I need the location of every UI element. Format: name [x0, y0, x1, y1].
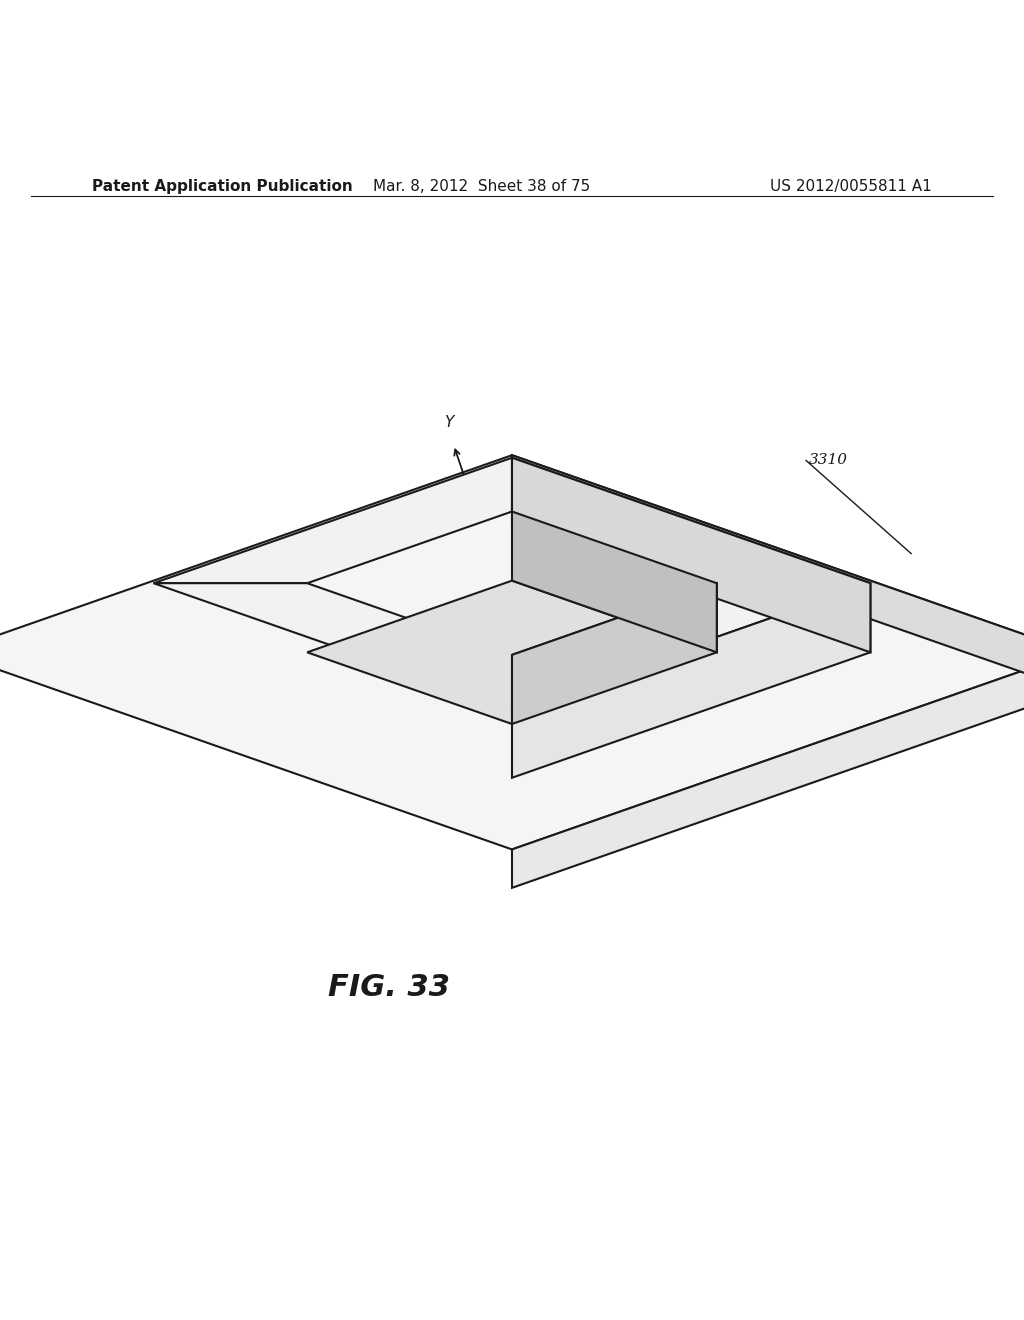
Polygon shape [307, 581, 717, 723]
Text: Mar. 8, 2012  Sheet 38 of 75: Mar. 8, 2012 Sheet 38 of 75 [373, 180, 590, 194]
Text: US 2012/0055811 A1: US 2012/0055811 A1 [770, 180, 932, 194]
Text: Patent Application Publication: Patent Application Publication [92, 180, 353, 194]
Polygon shape [0, 455, 1024, 850]
Polygon shape [512, 458, 870, 583]
Polygon shape [512, 455, 1024, 690]
Polygon shape [512, 583, 717, 723]
Polygon shape [154, 583, 512, 709]
Polygon shape [512, 583, 870, 709]
Text: FIG. 33: FIG. 33 [328, 973, 451, 1002]
Text: 3310: 3310 [809, 453, 848, 467]
Polygon shape [512, 583, 870, 777]
Polygon shape [512, 458, 870, 652]
Text: X: X [570, 504, 581, 519]
Polygon shape [512, 512, 717, 652]
Text: 3312: 3312 [788, 586, 827, 601]
Polygon shape [512, 652, 1024, 888]
Polygon shape [154, 458, 512, 583]
Text: Y: Y [443, 414, 454, 429]
